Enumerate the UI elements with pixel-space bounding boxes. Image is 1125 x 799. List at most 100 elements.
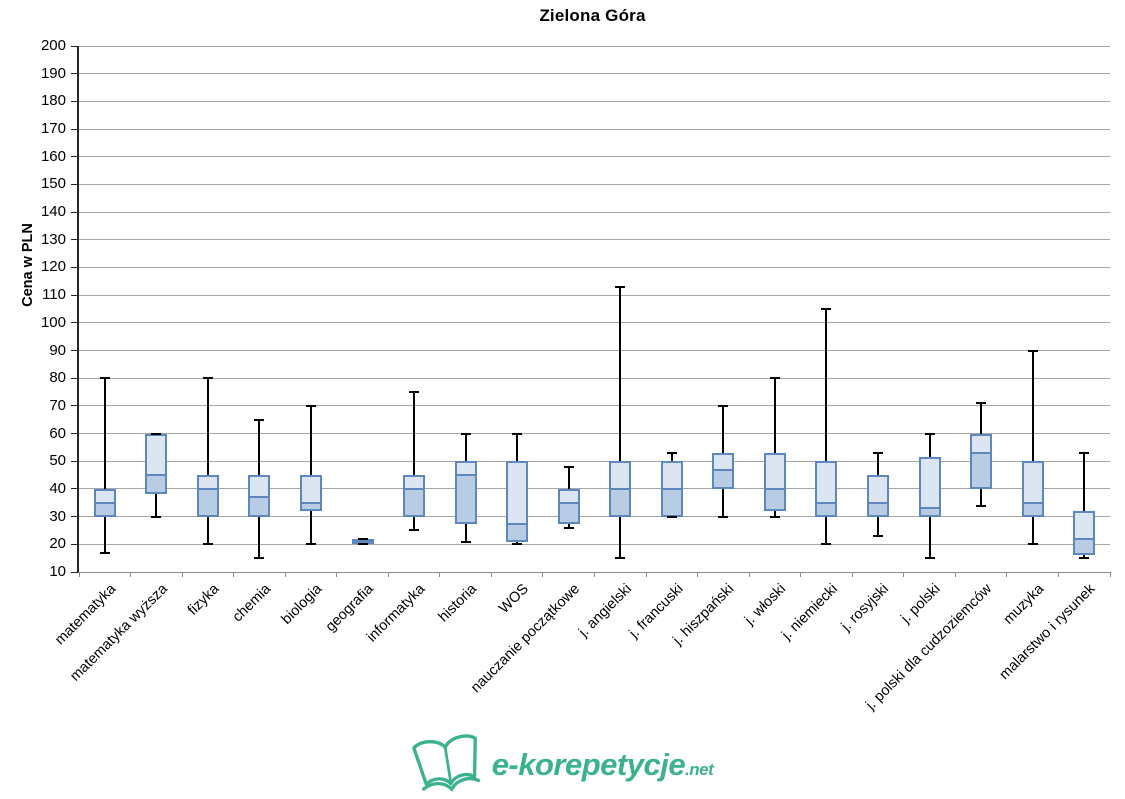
box-lower-segment [403, 488, 426, 517]
lower-whisker-line [516, 541, 519, 545]
y-axis-tick-mark [71, 516, 78, 518]
min-whisker-cap [202, 543, 213, 546]
plot-area [71, 45, 1111, 577]
upper-whisker-line [1083, 452, 1086, 512]
x-axis-label: biologia [278, 581, 326, 628]
box-lower-segment [867, 502, 890, 517]
upper-whisker-line [258, 419, 261, 476]
box-lower-segment [145, 475, 168, 495]
box-lower-segment [763, 488, 786, 512]
box-lower-segment [970, 452, 993, 489]
gridline [79, 45, 1110, 47]
y-axis-tick-label: 100 [40, 313, 66, 331]
lower-whisker-line [1083, 555, 1086, 559]
x-axis-label: historia [435, 581, 480, 626]
y-axis-tick-label: 170 [40, 120, 66, 138]
gridline [79, 266, 1110, 268]
min-whisker-cap [305, 543, 316, 546]
median-line [1073, 537, 1096, 540]
box-upper-segment [196, 475, 219, 489]
y-axis-tick-mark [71, 543, 78, 545]
x-axis-tick-mark [800, 572, 802, 577]
min-whisker-cap [976, 504, 987, 507]
max-whisker-cap [821, 308, 832, 310]
open-book-icon [411, 734, 480, 792]
max-whisker-cap [305, 404, 316, 407]
box-lower-segment [299, 502, 322, 512]
box-lower-segment [815, 502, 838, 517]
y-axis-tick-label: 190 [40, 64, 66, 82]
box-lower-segment [1073, 538, 1096, 556]
upper-whisker-line [619, 286, 622, 462]
max-whisker-cap [769, 377, 780, 380]
upper-whisker-line [1031, 350, 1034, 462]
y-axis-tick-mark [71, 239, 78, 241]
y-axis-tick-mark [71, 322, 78, 324]
x-axis-label: muzyka [1000, 581, 1048, 628]
lower-whisker-line [464, 523, 467, 542]
y-axis-tick-label: 70 [49, 396, 66, 414]
x-axis-label: matematyka wyższa [67, 581, 171, 685]
box-upper-segment [506, 461, 529, 524]
y-axis-tick-label: 150 [40, 175, 66, 193]
upper-whisker-line [103, 378, 106, 489]
logo-text: e-korepetycje.net [492, 747, 714, 783]
median-line [93, 501, 116, 504]
y-axis-tick-label: 130 [40, 230, 66, 248]
gridline [79, 405, 1110, 407]
box-upper-segment [660, 461, 683, 489]
y-axis-tick-mark [71, 460, 78, 462]
upper-whisker-line [516, 433, 519, 462]
max-whisker-cap [1079, 451, 1090, 454]
median-line [918, 507, 941, 510]
x-axis-label: j. polski [898, 581, 944, 627]
min-whisker-cap [460, 540, 471, 543]
min-whisker-cap [615, 557, 626, 560]
lower-whisker-line [155, 494, 158, 517]
max-whisker-cap [718, 404, 729, 407]
x-axis-tick-mark [233, 572, 235, 577]
x-axis-tick-mark [851, 572, 853, 577]
footer-logo: e-korepetycje.net [0, 733, 1125, 797]
upper-whisker-line [773, 378, 776, 453]
lower-whisker-line [206, 516, 209, 545]
y-axis-tick-mark [71, 405, 78, 407]
min-whisker-cap [357, 543, 368, 546]
min-whisker-cap [409, 529, 420, 532]
x-axis-tick-mark [130, 572, 132, 577]
gridline [79, 377, 1110, 379]
y-axis-tick-label: 60 [49, 424, 66, 442]
y-axis-tick-label: 160 [40, 147, 66, 165]
y-axis-tick-label: 50 [49, 452, 66, 470]
x-axis-label: fizyka [184, 581, 223, 619]
gridline [79, 211, 1110, 213]
x-axis-label: j. włoski [742, 581, 790, 629]
gridline [79, 294, 1110, 296]
gridline [79, 322, 1110, 324]
lower-whisker-line [980, 488, 983, 506]
box-lower-segment [1021, 502, 1044, 517]
median-line [248, 496, 271, 499]
box-lower-segment [506, 523, 529, 542]
max-whisker-cap [563, 465, 574, 468]
upper-whisker-line [413, 392, 416, 476]
x-axis-tick-mark [645, 572, 647, 577]
x-axis-label: j. angielski [575, 581, 635, 641]
min-whisker-cap [769, 515, 780, 518]
y-axis-tick-label: 90 [49, 341, 66, 359]
lower-whisker-line [928, 516, 931, 559]
min-whisker-cap [151, 515, 162, 518]
box-upper-segment [609, 461, 632, 489]
box-lower-segment [454, 475, 477, 524]
lower-whisker-line [877, 516, 880, 536]
y-axis-tick-mark [71, 294, 78, 296]
min-whisker-cap [563, 526, 574, 529]
median-line [506, 522, 529, 525]
gridline [79, 239, 1110, 241]
y-axis-tick-mark [71, 377, 78, 379]
box-upper-segment [918, 457, 941, 509]
gridline [79, 433, 1110, 435]
box-upper-segment [763, 452, 786, 489]
x-axis-tick-mark [336, 572, 338, 577]
median-line [557, 501, 580, 504]
